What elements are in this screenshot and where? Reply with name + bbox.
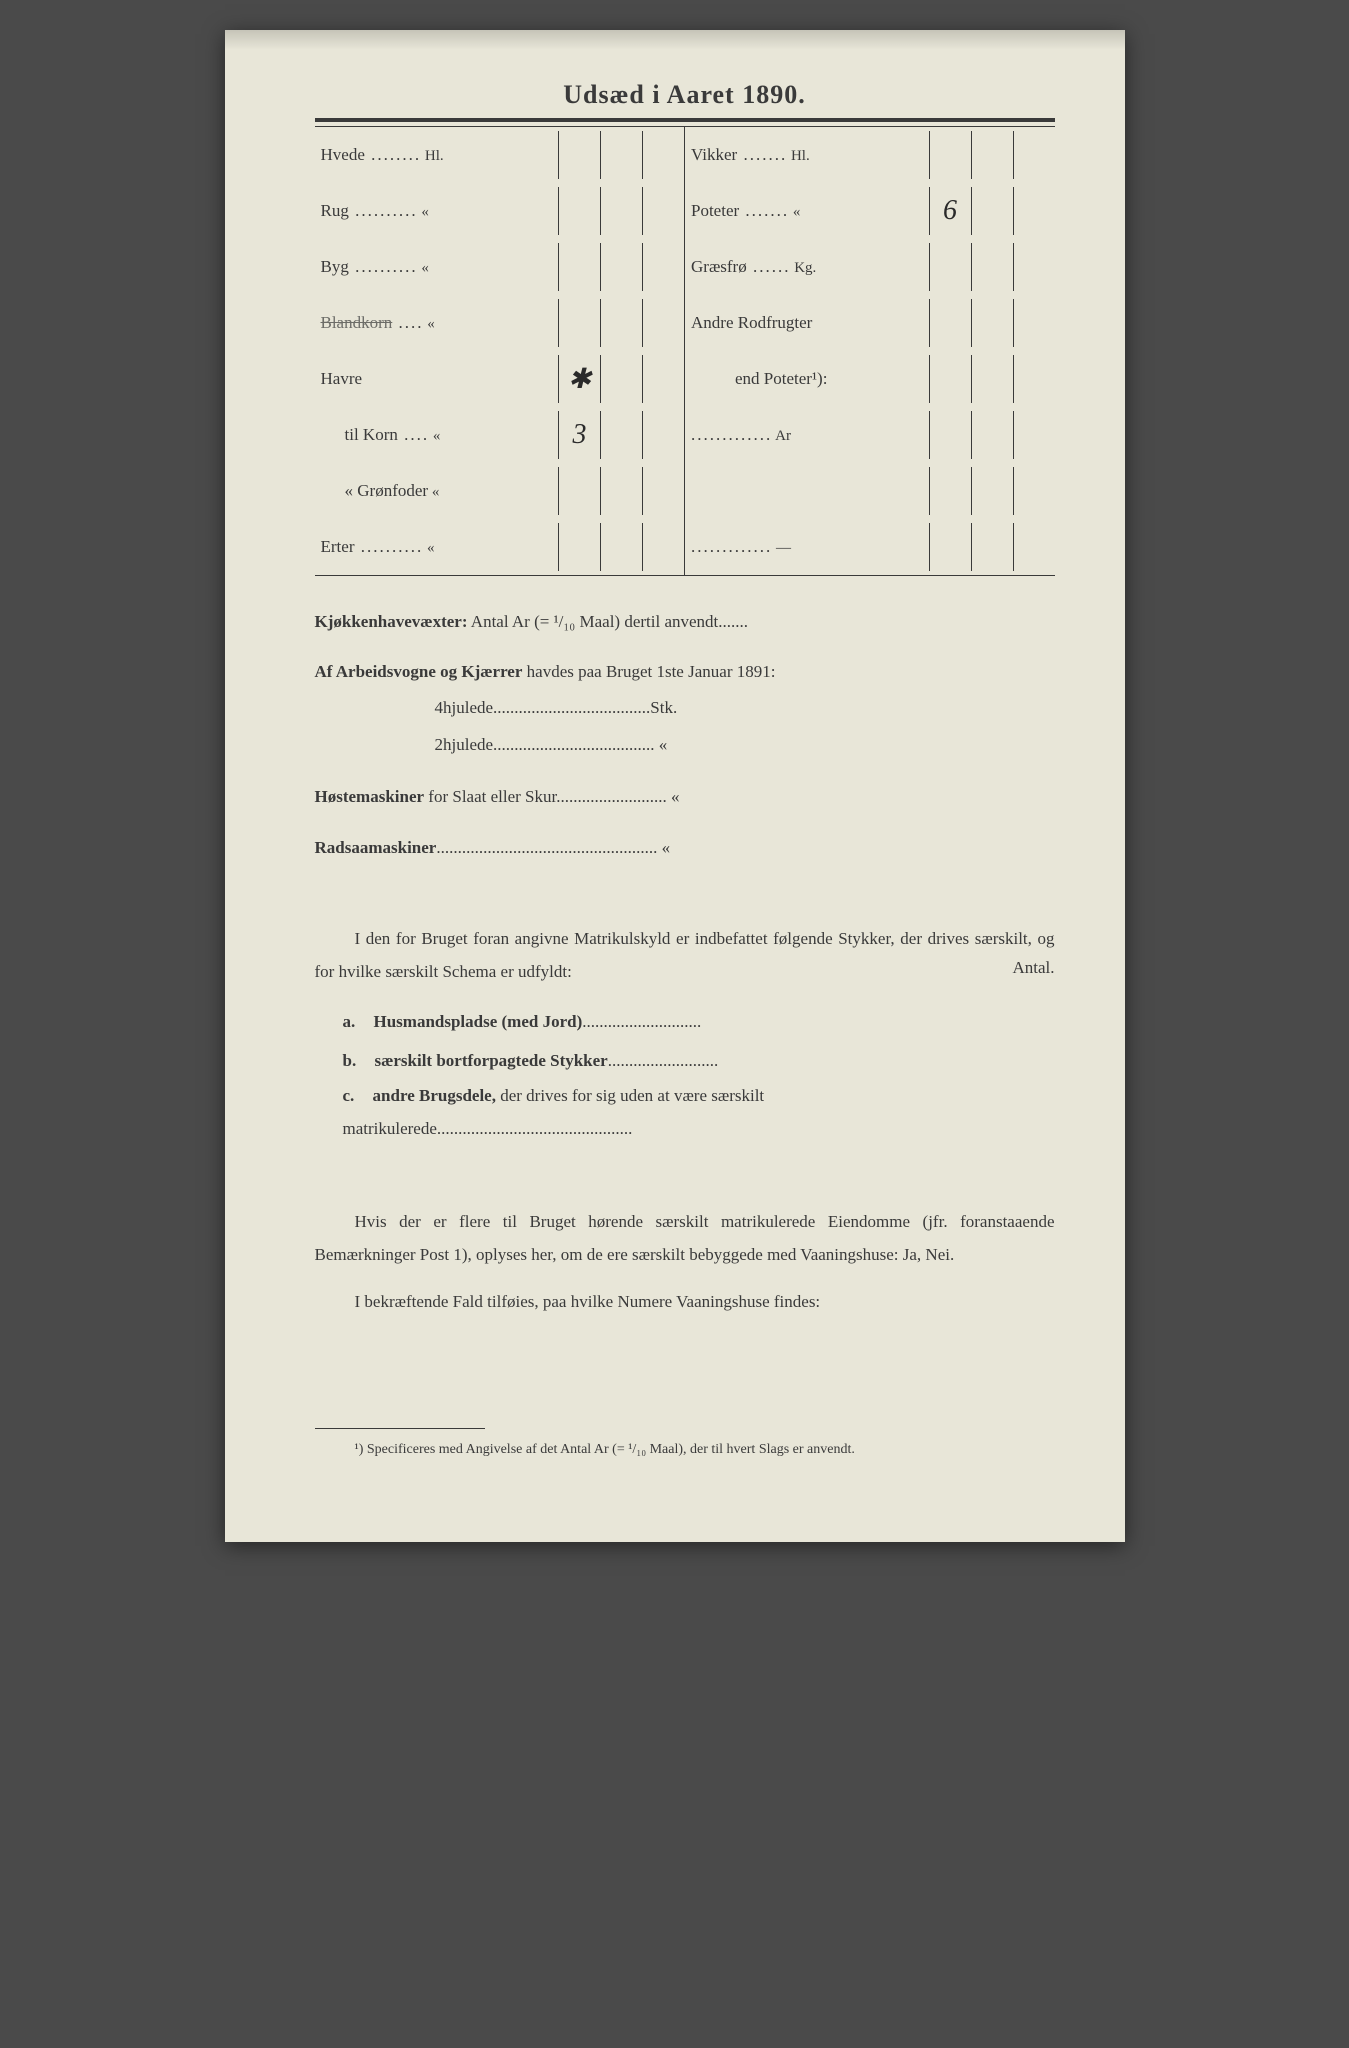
data-cell <box>929 411 971 459</box>
title-rule <box>315 118 1055 122</box>
kjokken-row: Kjøkkenhavevæxter: Antal Ar (= ¹/₁₀ Maal… <box>315 606 1055 638</box>
data-cell <box>1013 523 1055 571</box>
data-cell <box>929 243 971 291</box>
item-c: c. andre Brugsdele, der drives for sig u… <box>315 1080 1055 1145</box>
data-cell <box>929 299 971 347</box>
data-cell <box>558 523 600 571</box>
data-cell <box>929 355 971 403</box>
data-cell <box>1013 355 1055 403</box>
table-row: Rug .......... « <box>315 183 685 239</box>
table-row <box>685 463 1055 519</box>
data-cell <box>929 131 971 179</box>
sowing-table: Hvede ........ Hl.Rug .......... «Byg ..… <box>315 126 1055 576</box>
data-cell <box>600 411 642 459</box>
data-cell <box>971 299 1013 347</box>
table-row: ............. Ar <box>685 407 1055 463</box>
data-cell <box>1013 411 1055 459</box>
data-cell <box>971 243 1013 291</box>
table-row: Vikker ....... Hl. <box>685 127 1055 183</box>
data-cell <box>642 411 684 459</box>
data-cell <box>642 467 684 515</box>
table-row: « Grønfoder « <box>315 463 685 519</box>
table-row: Hvede ........ Hl. <box>315 127 685 183</box>
data-cell <box>600 243 642 291</box>
page-title: Udsæd i Aaret 1890. <box>315 80 1055 110</box>
data-cell <box>929 467 971 515</box>
item-b: b. særskilt bortforpagtede Stykker......… <box>315 1041 1055 1080</box>
hvis-para2: I bekræftende Fald tilføies, paa hvilke … <box>315 1285 1055 1318</box>
footnote: ¹) Specificeres med Angivelse af det Ant… <box>315 1439 1055 1461</box>
data-cell <box>600 523 642 571</box>
table-row: ............. — <box>685 519 1055 575</box>
data-cell: 6 <box>929 187 971 235</box>
data-cell <box>1013 131 1055 179</box>
table-row: Græsfrø ...... Kg. <box>685 239 1055 295</box>
table-right: Vikker ....... Hl.Poteter ....... «6Græs… <box>685 127 1055 575</box>
data-cell <box>558 243 600 291</box>
data-cell <box>971 411 1013 459</box>
rad-row: Radsaamaskiner..........................… <box>315 832 1055 864</box>
data-cell <box>642 131 684 179</box>
data-cell <box>1013 187 1055 235</box>
table-row: Andre Rodfrugter <box>685 295 1055 351</box>
table-row: Poteter ....... «6 <box>685 183 1055 239</box>
data-cell <box>558 131 600 179</box>
data-cell <box>1013 467 1055 515</box>
data-cell <box>642 243 684 291</box>
table-row: Byg .......... « <box>315 239 685 295</box>
data-cell <box>1013 243 1055 291</box>
census-form-page: Udsæd i Aaret 1890. Hvede ........ Hl.Ru… <box>225 30 1125 1542</box>
table-left: Hvede ........ Hl.Rug .......... «Byg ..… <box>315 127 686 575</box>
data-cell <box>558 187 600 235</box>
data-cell <box>642 355 684 403</box>
data-cell <box>558 299 600 347</box>
data-cell <box>971 467 1013 515</box>
data-cell <box>971 131 1013 179</box>
table-row: til Korn .... «3 <box>315 407 685 463</box>
matrikul-para: I den for Bruget foran angivne Matrikuls… <box>315 922 1055 988</box>
table-row: Erter .......... « <box>315 519 685 575</box>
table-row: Blandkorn .... « <box>315 295 685 351</box>
data-cell <box>1013 299 1055 347</box>
data-cell <box>971 187 1013 235</box>
hvis-para: Hvis der er flere til Bruget hørende sær… <box>315 1205 1055 1271</box>
item-a: a. Husmandspladse (med Jord)............… <box>315 1002 1055 1041</box>
data-cell <box>600 131 642 179</box>
data-cell <box>600 355 642 403</box>
data-cell <box>600 187 642 235</box>
arbeids-section: Af Arbeidsvogne og Kjærrer havdes paa Br… <box>315 656 1055 763</box>
data-cell <box>642 187 684 235</box>
data-cell <box>642 299 684 347</box>
data-cell <box>971 523 1013 571</box>
hoste-row: Høstemaskiner for Slaat eller Skur......… <box>315 781 1055 813</box>
data-cell <box>558 467 600 515</box>
data-cell <box>600 467 642 515</box>
table-row: Havre✱ <box>315 351 685 407</box>
data-cell <box>600 299 642 347</box>
table-row: end Poteter¹): <box>685 351 1055 407</box>
data-cell: 3 <box>558 411 600 459</box>
data-cell <box>642 523 684 571</box>
data-cell <box>929 523 971 571</box>
footnote-rule <box>315 1428 485 1429</box>
data-cell <box>971 355 1013 403</box>
data-cell: ✱ <box>558 355 600 403</box>
